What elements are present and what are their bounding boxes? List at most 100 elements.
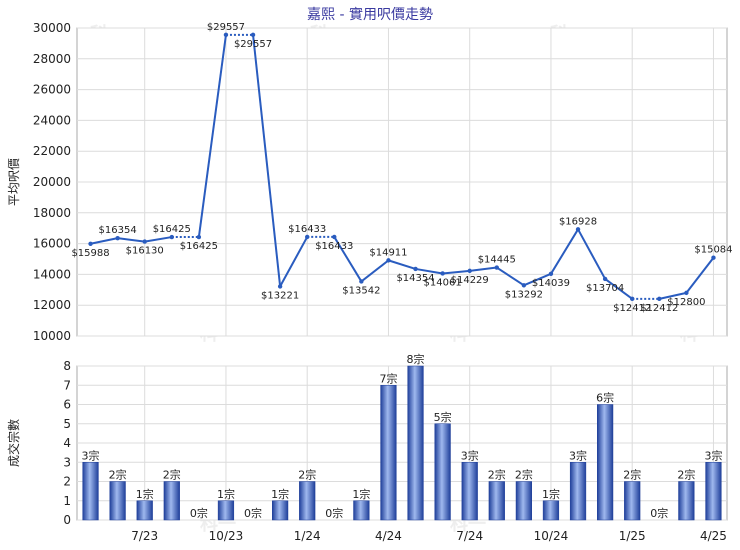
volume-data-label: 3宗 [704,448,722,462]
price-point [88,241,93,246]
x-tick-label: 10/23 [209,529,244,543]
price-point [359,279,364,284]
volume-bar [624,481,641,521]
price-line-segment [577,228,607,280]
volume-data-label: 0宗 [190,506,208,520]
price-point [494,265,499,270]
line-y-tick-label: 30000 [33,21,71,35]
price-carried-point [332,234,337,240]
price-line-segment [90,237,118,245]
bar-y-axis-title: 成交宗數 [6,419,21,467]
volume-data-label: 0宗 [325,506,343,520]
price-point [467,268,472,274]
volume-data-label: 2宗 [488,468,506,482]
price-data-label: $16433 [288,224,326,235]
price-line-segment [550,228,579,275]
price-point [548,271,554,276]
volume-data-label: 2宗 [623,468,641,482]
price-data-label: $16425 [153,224,191,235]
volume-bar [217,500,235,521]
price-data-label: $15988 [71,248,109,259]
bar-y-tick-label: 6 [63,398,71,412]
x-tick-label: 10/24 [534,529,569,543]
price-line-segment [685,257,715,294]
volume-bar [299,481,316,521]
price-line-segment [333,236,363,282]
bar-y-tick-label: 7 [63,378,71,392]
price-data-label: $14229 [451,275,489,286]
price-point [386,258,391,263]
line-y-tick-label: 26000 [33,83,71,97]
price-data-label: $16130 [126,246,164,257]
price-line-segment [659,291,687,300]
volume-bar [461,462,478,521]
volume-data-label: 1宗 [136,487,154,501]
volume-bar [136,500,153,521]
volume-data-label: 5宗 [434,410,452,424]
volume-bar [488,481,505,521]
volume-data-label: 2宗 [163,468,181,482]
bar-y-tick-label: 4 [63,436,71,450]
volume-data-label: 1宗 [542,487,560,501]
x-tick-label: 1/24 [294,529,321,543]
volume-data-label: 0宗 [244,506,262,520]
line-y-axis-title: 平均呎價 [7,158,21,206]
price-point [602,276,608,282]
price-line-segment [469,266,497,272]
price-point [684,290,689,296]
price-line-segment [523,272,552,287]
price-point [305,234,310,240]
x-tick-label: 4/24 [375,529,402,543]
price-data-label: $14354 [396,273,434,284]
price-line-segment [604,278,633,300]
price-carried-label: $16433 [315,241,353,252]
price-line-segment [117,237,145,243]
bar-y-tick-label: 8 [63,359,71,373]
line-y-tick-label: 16000 [33,237,71,251]
price-point [142,239,147,244]
x-axis-ticks: 7/23 10/23 1/24 4/24 7/24 10/24 1/25 4/25 [131,529,727,543]
price-data-label: $14445 [478,255,516,266]
price-point [521,283,527,288]
volume-bar [380,385,397,521]
bar-y-ticks: 0 1 2 3 4 5 6 7 8 [63,359,71,527]
bar-y-tick-label: 0 [63,513,71,527]
price-point [277,284,283,289]
volume-data-label: 1宗 [217,487,235,501]
volume-data-label: 2宗 [109,468,127,482]
price-line-segment [197,34,227,238]
price-carried-point [657,296,662,302]
volume-bars [82,365,722,521]
bar-y-tick-label: 2 [63,475,71,489]
volume-bar [163,481,180,521]
bar-y-tick-label: 3 [63,455,71,469]
volume-data-label: 7宗 [379,371,397,385]
price-line-segment [144,236,172,243]
bar-y-tick-label: 5 [63,417,71,431]
price-carried-label: $16425 [180,241,218,252]
volume-data-label: 2宗 [677,468,695,482]
line-y-tick-label: 10000 [33,329,71,343]
volume-data-label: 6宗 [596,391,614,405]
volume-data-label: 2宗 [298,468,316,482]
price-point [169,234,174,240]
price-data-label: $13542 [342,285,380,296]
line-y-tick-label: 28000 [33,52,71,66]
volume-bar [353,500,370,521]
line-gridlines [77,27,727,337]
price-line-segment [496,266,525,287]
price-data-labels: $15988 $16354 $16130 $16425 $16425 $29557 $295… [71,22,732,314]
price-line-segment [415,267,443,275]
volume-data-label: 3宗 [82,448,100,462]
price-line-segment [279,236,309,287]
line-y-tick-label: 20000 [33,175,71,189]
volume-data-label: 2宗 [515,468,533,482]
chart-title: 嘉熙 - 實用呎價走勢 [307,6,433,23]
price-point [223,32,229,38]
price-carried-point [250,32,256,38]
line-y-tick-label: 12000 [33,298,71,312]
volume-bar [569,462,587,521]
